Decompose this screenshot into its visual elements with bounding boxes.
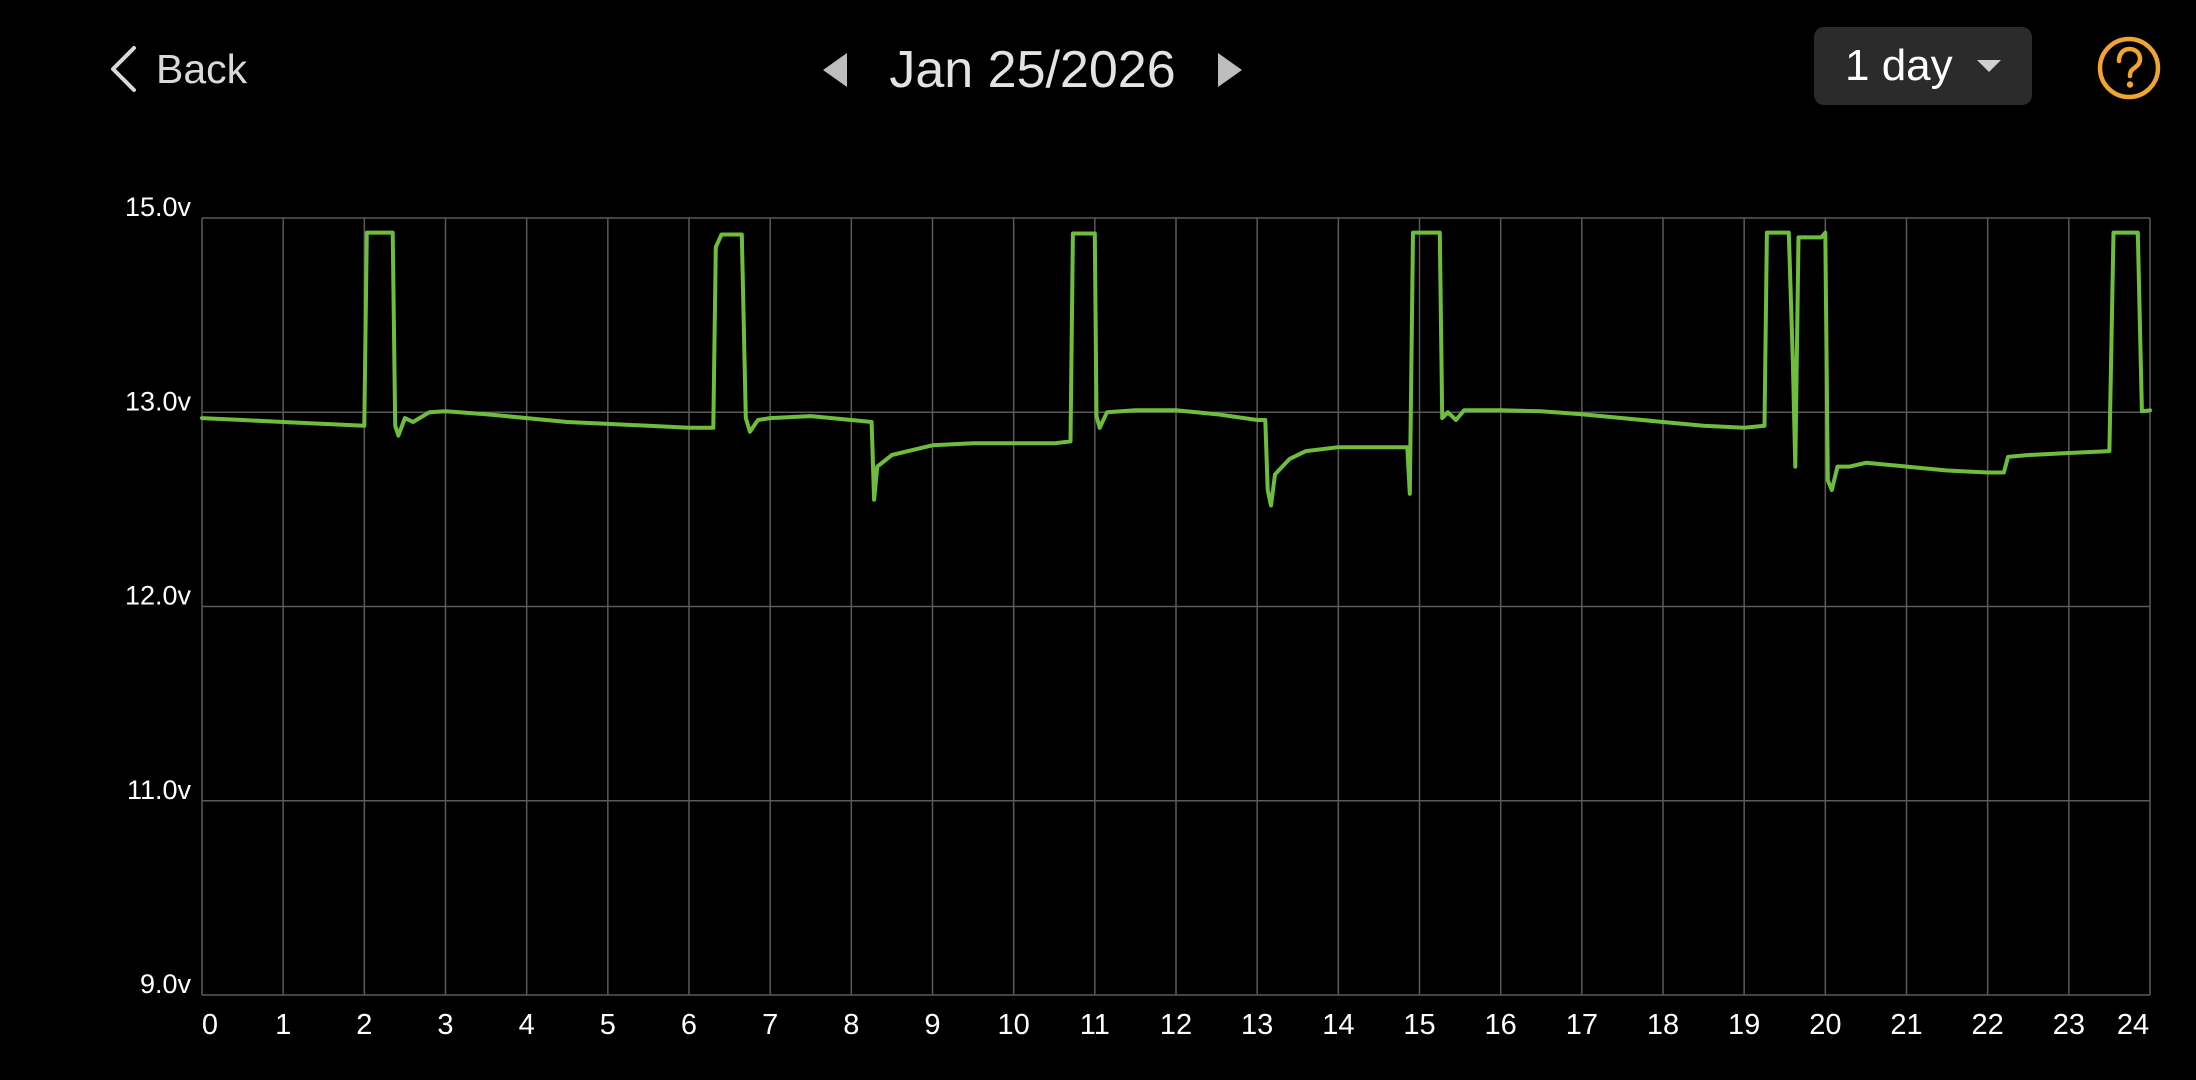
range-select[interactable]: 1 day	[1814, 27, 2032, 105]
help-button[interactable]	[2097, 36, 2161, 100]
help-circle-icon	[2097, 36, 2161, 100]
y-tick-label: 13.0v	[125, 386, 192, 416]
x-tick-label: 7	[762, 1009, 778, 1041]
x-tick-label: 3	[437, 1009, 453, 1041]
x-tick-label: 13	[1241, 1009, 1273, 1041]
x-tick-label: 20	[1809, 1009, 1841, 1041]
caret-down-icon	[1977, 60, 2001, 72]
x-tick-label: 19	[1728, 1009, 1760, 1041]
chart-grid	[201, 217, 2151, 996]
x-tick-label: 5	[600, 1009, 616, 1041]
date-navigator: Jan 25/2026	[815, 32, 1250, 108]
next-day-button[interactable]	[1210, 40, 1250, 100]
series-line-voltage	[200, 230, 2152, 508]
x-tick-label: 4	[519, 1009, 535, 1041]
y-tick-label: 15.0v	[125, 192, 192, 222]
x-tick-label: 0	[202, 1009, 218, 1041]
triangle-left-icon	[823, 53, 847, 87]
previous-day-button[interactable]	[815, 40, 855, 100]
x-tick-label: 8	[843, 1009, 859, 1041]
chart-series	[200, 230, 2152, 508]
x-tick-label: 1	[275, 1009, 291, 1041]
x-tick-label: 2	[356, 1009, 372, 1041]
x-tick-label: 17	[1566, 1009, 1598, 1041]
y-axis-labels: 9.0v 11.0v 12.0v 13.0v 15.0v	[125, 192, 192, 999]
x-tick-label: 23	[2053, 1009, 2085, 1041]
range-select-value: 1 day	[1845, 41, 1953, 90]
x-tick-label: 24	[2117, 1009, 2149, 1041]
x-tick-label: 12	[1160, 1009, 1192, 1041]
x-tick-label: 6	[681, 1009, 697, 1041]
y-tick-label: 9.0v	[140, 969, 192, 999]
x-tick-label: 10	[998, 1009, 1030, 1041]
x-tick-label: 21	[1890, 1009, 1922, 1041]
x-axis-labels: 0 1 2 3 4 5 6 7 8 9 10 11 12 13 14 15 16 17 18 19 20 21 22 23 24	[202, 1009, 2149, 1041]
x-tick-label: 9	[924, 1009, 940, 1041]
back-button[interactable]: Back	[108, 38, 247, 100]
y-tick-label: 12.0v	[125, 581, 192, 611]
x-tick-label: 22	[1972, 1009, 2004, 1041]
date-label: Jan 25/2026	[889, 41, 1176, 99]
x-tick-label: 15	[1403, 1009, 1435, 1041]
x-tick-label: 14	[1322, 1009, 1354, 1041]
x-tick-label: 16	[1485, 1009, 1517, 1041]
chevron-left-icon	[111, 46, 136, 92]
triangle-right-icon	[1217, 53, 1242, 87]
back-label: Back	[156, 45, 248, 92]
x-tick-label: 18	[1647, 1009, 1679, 1041]
y-tick-label: 11.0v	[127, 775, 192, 805]
x-tick-label: 11	[1080, 1009, 1110, 1041]
